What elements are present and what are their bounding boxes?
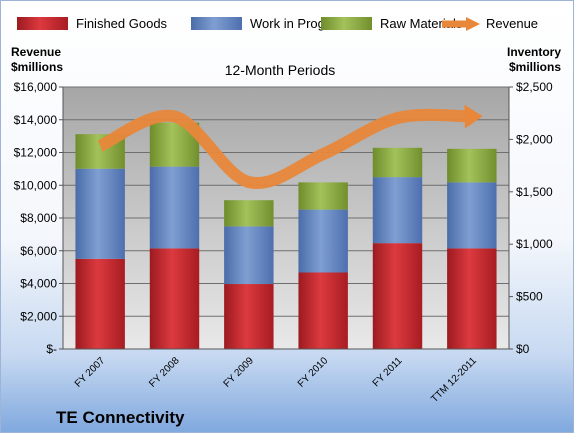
left-tick-label: $10,000 xyxy=(14,178,58,192)
chart-subtitle: 12-Month Periods xyxy=(225,62,336,78)
bar-raw-materials xyxy=(298,182,348,210)
bar-work-in-progress xyxy=(298,209,348,273)
left-tick-label: $14,000 xyxy=(14,113,58,127)
legend-arrowhead-revenue xyxy=(466,17,480,31)
left-tick-label: $6,000 xyxy=(20,244,57,258)
left-axis-title-line1: Revenue xyxy=(11,45,61,59)
bar-finished-goods xyxy=(149,248,200,349)
bar-raw-materials xyxy=(447,148,497,183)
left-tick-label: $16,000 xyxy=(14,80,58,94)
right-tick-label: $0 xyxy=(516,342,530,356)
revenue-point xyxy=(471,116,473,118)
revenue-line xyxy=(97,108,472,190)
right-axis-title-line2: $millions xyxy=(509,60,561,74)
bar-work-in-progress xyxy=(447,182,497,249)
legend-swatch-finished-goods xyxy=(17,17,68,30)
bar-work-in-progress xyxy=(149,166,200,249)
left-tick-label: $12,000 xyxy=(14,146,58,160)
bar-raw-materials xyxy=(224,200,274,227)
revenue-line-layer xyxy=(97,104,483,190)
revenue-point xyxy=(99,145,101,147)
legend-swatch-work-in-progress xyxy=(191,17,242,30)
left-axis-title-line2: $millions xyxy=(11,60,63,74)
revenue-point xyxy=(397,117,399,119)
bars xyxy=(75,122,497,349)
company-name: TE Connectivity xyxy=(56,408,185,427)
bar-work-in-progress xyxy=(372,177,423,244)
legend-swatch-raw-materials xyxy=(321,17,372,30)
bar-finished-goods xyxy=(298,272,348,349)
left-tick-label: $2,000 xyxy=(20,309,57,323)
bar-finished-goods xyxy=(224,284,274,349)
bar-finished-goods xyxy=(447,248,497,349)
left-axis-ticks: $- $2,000 $4,000 $6,000 $8,000 $10,000 $12,000… xyxy=(14,80,64,356)
bar-raw-materials xyxy=(372,147,423,178)
legend-label-revenue: Revenue xyxy=(486,16,538,31)
bar-finished-goods xyxy=(372,243,423,349)
right-tick-label: $500 xyxy=(516,290,543,304)
right-tick-label: $2,500 xyxy=(516,80,553,94)
revenue-arrowhead xyxy=(464,104,483,129)
revenue-point xyxy=(322,153,324,155)
bar-work-in-progress xyxy=(224,226,274,285)
right-tick-label: $1,000 xyxy=(516,237,553,251)
left-tick-label: $8,000 xyxy=(20,211,57,225)
legend: Finished Goods Work in Progress Raw Mate… xyxy=(17,16,538,31)
gridlines xyxy=(63,86,509,350)
legend-label-finished-goods: Finished Goods xyxy=(76,16,168,31)
revenue-point xyxy=(174,116,176,118)
right-axis-title-line1: Inventory xyxy=(507,45,561,59)
left-tick-label: $4,000 xyxy=(20,277,57,291)
right-axis-ticks: $0 $500 $1,000 $1,500 $2,000 $2,500 xyxy=(63,80,553,356)
right-tick-label: $2,000 xyxy=(516,132,553,146)
right-tick-label: $1,500 xyxy=(516,185,553,199)
left-tick-label: $- xyxy=(46,342,57,356)
bar-finished-goods xyxy=(75,258,125,349)
bar-work-in-progress xyxy=(75,168,125,259)
revenue-point xyxy=(248,181,250,183)
